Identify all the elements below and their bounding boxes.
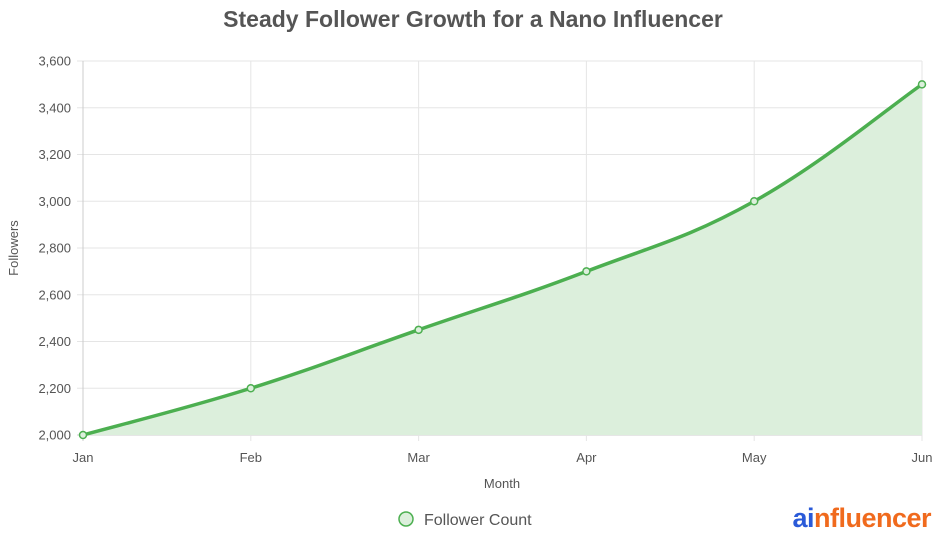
y-tick-label: 3,000 bbox=[38, 194, 71, 209]
area-fill bbox=[83, 84, 922, 435]
y-tick-label: 2,000 bbox=[38, 428, 71, 443]
y-tick-label: 3,400 bbox=[38, 100, 71, 115]
legend[interactable]: Follower Count bbox=[398, 511, 532, 529]
y-axis-ticks: 2,000 2,200 2,400 2,600 2,800 3,000 3,200 3,400… bbox=[38, 54, 71, 443]
x-axis-ticks: Jan Feb Mar Apr May Jun bbox=[73, 450, 933, 465]
data-point[interactable] bbox=[582, 267, 591, 276]
x-axis-label: Month bbox=[484, 476, 520, 491]
area-fill-path bbox=[83, 84, 922, 435]
y-tick-label: 2,400 bbox=[38, 334, 71, 349]
data-point[interactable] bbox=[78, 430, 88, 440]
x-tick-label: Jun bbox=[912, 450, 933, 465]
data-point[interactable] bbox=[414, 325, 423, 335]
x-tick-label: Apr bbox=[576, 450, 597, 465]
series-line-follower-count bbox=[81, 82, 924, 437]
y-tick-label: 2,200 bbox=[38, 381, 71, 396]
data-point[interactable] bbox=[917, 80, 927, 89]
x-tick-label: Feb bbox=[240, 450, 262, 465]
series-line-layer bbox=[81, 82, 924, 437]
y-tick-label: 3,200 bbox=[38, 147, 71, 162]
y-tick-label: 2,800 bbox=[38, 241, 71, 256]
x-tick-label: Jan bbox=[73, 450, 94, 465]
legend-label: Follower Count bbox=[424, 512, 532, 529]
legend-marker bbox=[398, 511, 414, 527]
x-tick-label: May bbox=[742, 450, 767, 465]
data-point[interactable] bbox=[749, 197, 759, 206]
logo-prefix: ai bbox=[792, 503, 814, 533]
y-axis-label: Followers bbox=[6, 220, 21, 276]
y-tick-label: 2,600 bbox=[38, 287, 71, 302]
x-tick-label: Mar bbox=[407, 450, 430, 465]
ainfluencer-logo: ainfluencer bbox=[792, 503, 931, 534]
series-points bbox=[78, 80, 927, 440]
chart-title: Steady Follower Growth for a Nano Influe… bbox=[223, 6, 723, 32]
logo-suffix: nfluencer bbox=[813, 503, 932, 533]
data-point[interactable] bbox=[246, 384, 256, 393]
y-tick-label: 3,600 bbox=[38, 54, 71, 69]
